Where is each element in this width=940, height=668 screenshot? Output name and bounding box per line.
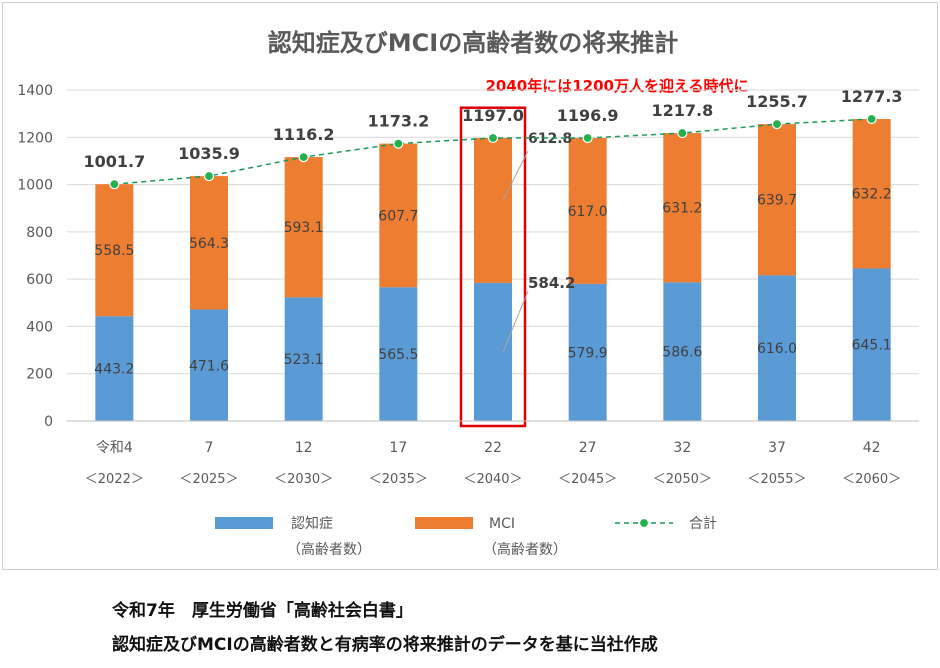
- legend-swatch-dementia: [215, 517, 273, 529]
- x-tick-label: 令和4: [96, 440, 133, 456]
- bar-dementia: [758, 275, 796, 421]
- x-year-label: ＜2022＞: [85, 472, 144, 487]
- x-year-label: ＜2040＞: [463, 472, 522, 487]
- dementia-value-label: 616.0: [757, 341, 797, 357]
- legend: 認知症 （高齢者数） MCI （高齢者数） 合計: [215, 515, 717, 558]
- x-tick-label: 37: [768, 440, 786, 456]
- bar-dementia: [190, 309, 228, 421]
- total-point: [582, 132, 593, 144]
- total-point: [771, 119, 783, 130]
- chart-title: 認知症及びMCIの高齢者数の将来推計: [268, 29, 678, 57]
- y-tick-label: 600: [26, 272, 53, 288]
- x-tick-label: 17: [389, 440, 407, 456]
- total-value-label: 1035.9: [178, 144, 240, 163]
- y-tick-label: 400: [26, 319, 53, 335]
- mci-value-label: 558.5: [94, 243, 134, 259]
- total-point: [298, 151, 309, 163]
- total-value-label: 1116.2: [273, 125, 335, 144]
- x-year-label: ＜2055＞: [747, 472, 806, 487]
- leader-line: [502, 290, 529, 353]
- bar-mci: [758, 124, 796, 276]
- x-year-label: ＜2030＞: [274, 472, 333, 487]
- dementia-value-label: 565.5: [378, 347, 418, 363]
- dementia-value-label: 584.2: [528, 274, 575, 292]
- total-value-label: 1217.8: [651, 101, 713, 120]
- x-year-label: ＜2050＞: [653, 472, 712, 487]
- mci-value-label: 639.7: [757, 193, 797, 209]
- dementia-value-label: 523.1: [284, 352, 324, 368]
- mci-value-label: 631.2: [662, 201, 702, 217]
- x-year-label: ＜2035＞: [369, 472, 428, 487]
- bar-dementia: [568, 283, 607, 421]
- bar-mci: [95, 184, 134, 317]
- annotation-2040: 2040年には1200万人を迎える時代に: [485, 77, 748, 95]
- bar-dementia: [663, 282, 702, 421]
- y-tick-label: 800: [26, 225, 53, 241]
- leader-line: [502, 150, 529, 201]
- legend-sub-mci: （高齢者数）: [483, 541, 567, 558]
- total-point: [487, 132, 499, 144]
- total-point: [109, 179, 120, 190]
- legend-swatch-mci: [415, 517, 473, 529]
- y-tick-label: 1400: [17, 83, 53, 99]
- bar-dementia: [284, 297, 323, 421]
- x-tick-label: 27: [579, 440, 597, 456]
- chart-frame: 認知症及びMCIの高齢者数の将来推計 2040年には1200万人を迎える時代に …: [2, 2, 938, 570]
- legend-label-mci: MCI: [489, 516, 515, 532]
- dementia-value-label: 471.6: [189, 358, 229, 374]
- bar-mci: [663, 133, 702, 283]
- bar-dementia: [852, 268, 891, 421]
- total-point: [203, 170, 215, 182]
- x-tick-label: 12: [295, 440, 313, 456]
- total-value-label: 1255.7: [746, 92, 808, 111]
- legend-marker-total: [638, 517, 650, 529]
- mci-value-label: 612.8: [528, 131, 572, 147]
- source-line-1: 令和7年 厚生労働省「高齢社会白書」: [112, 601, 413, 621]
- bar-mci: [190, 176, 228, 310]
- dementia-value-label: 645.1: [852, 338, 892, 354]
- y-tick-label: 0: [44, 414, 53, 430]
- chart: 認知症及びMCIの高齢者数の将来推計 2040年には1200万人を迎える時代に …: [17, 29, 919, 558]
- total-point: [866, 113, 877, 125]
- x-tick-label: 32: [673, 440, 691, 456]
- x-tick-label: 22: [484, 440, 502, 456]
- mci-value-label: 564.3: [189, 236, 229, 252]
- total-value-label: 1196.9: [557, 106, 619, 125]
- bar-mci: [474, 137, 512, 283]
- mci-value-label: 617.0: [568, 204, 608, 220]
- x-year-label: ＜2025＞: [179, 472, 238, 487]
- bar-mci: [379, 143, 418, 288]
- y-tick-label: 1000: [17, 178, 53, 194]
- total-value-label: 1001.7: [83, 152, 145, 171]
- bar-dementia: [474, 282, 512, 421]
- total-point: [393, 138, 404, 149]
- y-tick-label: 1200: [17, 130, 53, 146]
- mci-value-label: 593.1: [284, 220, 324, 236]
- mci-value-label: 607.7: [378, 208, 418, 224]
- bar-dementia: [379, 287, 418, 421]
- x-year-label: ＜2045＞: [558, 472, 617, 487]
- dementia-value-label: 443.2: [94, 362, 134, 378]
- legend-label-dementia: 認知症: [291, 515, 333, 532]
- x-tick-label: 42: [863, 440, 881, 456]
- x-year-label: ＜2060＞: [842, 472, 901, 487]
- bar-dementia: [95, 316, 134, 421]
- bar-mci: [852, 119, 891, 269]
- legend-label-total: 合計: [689, 516, 717, 532]
- bar-mci: [284, 157, 323, 298]
- mci-value-label: 632.2: [852, 187, 892, 203]
- bar-mci: [568, 138, 607, 284]
- total-point: [677, 127, 688, 139]
- dementia-value-label: 579.9: [568, 345, 608, 361]
- total-value-label: 1277.3: [841, 87, 903, 106]
- total-value-label: 1197.0: [462, 106, 524, 125]
- highlight-box-2040: [459, 106, 527, 428]
- x-tick-label: 7: [205, 440, 214, 456]
- dementia-value-label: 586.6: [662, 345, 702, 361]
- legend-sub-dementia: （高齢者数）: [287, 541, 371, 558]
- source-line-2: 認知症及びMCIの高齢者数と有病率の将来推計のデータを基に当社作成: [112, 635, 658, 655]
- total-value-label: 1173.2: [367, 112, 429, 131]
- y-tick-label: 200: [26, 367, 53, 383]
